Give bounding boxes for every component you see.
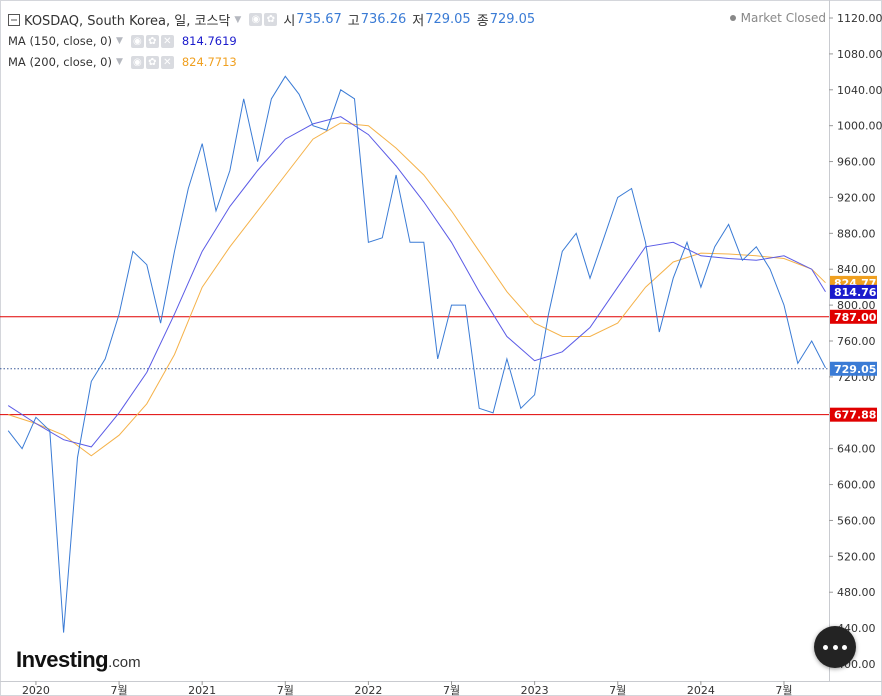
x-tick-label: 7월 xyxy=(110,684,127,696)
low-label: 저 xyxy=(412,14,425,29)
ma150-line xyxy=(7,116,826,448)
y-tick-label: 880.00 xyxy=(837,227,876,240)
investing-logo[interactable]: Investing.com xyxy=(16,647,141,673)
price-line[interactable] xyxy=(7,75,826,633)
x-tick-label: 7월 xyxy=(775,684,792,696)
eye-icon[interactable]: ◉ xyxy=(249,13,263,26)
x-tick-label: 2020 xyxy=(22,684,50,696)
chevron-down-icon[interactable]: ▼ xyxy=(234,14,242,25)
ma150-value: 814.7619 xyxy=(181,34,237,48)
chevron-down-icon[interactable]: ▼ xyxy=(115,36,123,46)
y-tick-label: 520.00 xyxy=(837,550,876,563)
close-label: 종 xyxy=(476,14,489,29)
gear-icon[interactable]: ✿ xyxy=(145,55,159,69)
x-tick-label: 2021 xyxy=(188,684,216,696)
more-options-button[interactable] xyxy=(814,626,856,668)
x-tick-label: 7월 xyxy=(609,684,626,696)
y-tick-label: 1000.00 xyxy=(837,120,882,133)
ma150-label: MA (150, close, 0) xyxy=(8,34,112,48)
open-value: 735.67 xyxy=(296,12,342,27)
y-tick-label: 1040.00 xyxy=(837,84,882,97)
price-line-tag: 677.88 xyxy=(834,409,876,422)
y-tick-label: 600.00 xyxy=(837,479,876,492)
market-status: Market Closed xyxy=(729,11,826,25)
dot-icon xyxy=(832,645,838,650)
low-value: 729.05 xyxy=(425,12,471,27)
symbol-legend[interactable]: KOSDAQ, South Korea, 일, 코스닥 ▼ ◉ ✿ 시 735.… xyxy=(8,10,535,29)
ma-value-tag: 814.76 xyxy=(834,286,877,299)
market-status-text: Market Closed xyxy=(740,11,826,25)
y-tick-label: 840.00 xyxy=(837,263,876,276)
price-line-tag: 787.00 xyxy=(834,311,877,324)
chevron-down-icon[interactable]: ▼ xyxy=(115,57,123,67)
y-tick-label: 760.00 xyxy=(837,335,876,348)
logo-name: Investing xyxy=(16,647,109,672)
open-label: 시 xyxy=(283,14,296,29)
close-icon[interactable]: ✕ xyxy=(160,55,174,69)
price-line-tag-box xyxy=(830,309,877,324)
dot-icon xyxy=(823,645,828,650)
high-value: 736.26 xyxy=(360,12,407,27)
y-tick-label: 1120.00 xyxy=(837,12,882,25)
gear-icon[interactable]: ✿ xyxy=(264,13,278,26)
x-axis[interactable]: 2020 7월 2021 7월 2022 7월 2023 7월 2024 7월 xyxy=(22,681,793,696)
status-dot-icon xyxy=(729,15,736,21)
dot-icon xyxy=(842,645,847,650)
gear-icon[interactable]: ✿ xyxy=(145,34,159,48)
y-tick-label: 800.00 xyxy=(837,299,876,312)
logo-suffix: .com xyxy=(108,654,141,671)
ma200-label: MA (200, close, 0) xyxy=(8,55,112,69)
close-icon[interactable]: ✕ xyxy=(160,34,174,48)
eye-icon[interactable]: ◉ xyxy=(130,55,144,69)
ma-value-tag-box xyxy=(830,284,877,299)
y-tick-label: 1080.00 xyxy=(837,48,882,61)
price-line-tag-box xyxy=(830,361,877,376)
close-value: 729.05 xyxy=(489,12,536,27)
price-line-tag-box xyxy=(830,407,877,422)
ma200-legend[interactable]: MA (200, close, 0) ▼ ◉ ✿ ✕ 824.7713 xyxy=(8,55,237,69)
collapse-square-icon[interactable] xyxy=(8,13,20,26)
ma200-line xyxy=(8,122,826,457)
x-tick-label: 2022 xyxy=(354,684,382,696)
ma150-legend[interactable]: MA (150, close, 0) ▼ ◉ ✿ ✕ 814.7619 xyxy=(8,34,237,48)
y-tick-label: 960.00 xyxy=(837,156,876,169)
y-tick-label: 480.00 xyxy=(837,586,876,599)
x-tick-label: 7월 xyxy=(277,684,294,696)
y-tick-label: 640.00 xyxy=(837,443,876,456)
x-tick-label: 7월 xyxy=(443,684,460,696)
symbol-title: KOSDAQ, South Korea, 일, 코스닥 xyxy=(24,14,231,29)
high-label: 고 xyxy=(347,14,360,29)
horizontal-lines[interactable] xyxy=(0,316,829,416)
ma200-value: 824.7713 xyxy=(181,55,237,69)
y-tick-label: 920.00 xyxy=(837,191,876,204)
y-tick-label: 560.00 xyxy=(837,514,876,527)
eye-icon[interactable]: ◉ xyxy=(130,34,144,48)
y-axis[interactable]: 1120.00 1080.00 1040.00 1000.00 960.00 920.00… xyxy=(829,12,882,671)
x-tick-label: 2024 xyxy=(687,684,715,696)
price-line-tag: 729.05 xyxy=(834,363,876,376)
x-tick-label: 2023 xyxy=(521,684,549,696)
